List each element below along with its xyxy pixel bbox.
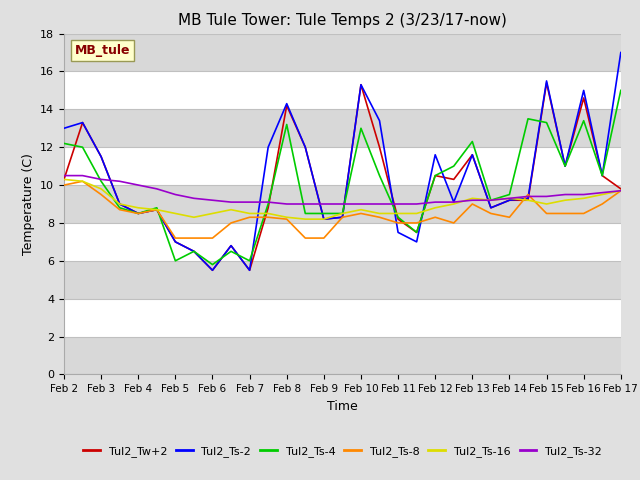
X-axis label: Time: Time [327, 400, 358, 413]
Text: MB_tule: MB_tule [75, 44, 131, 57]
Y-axis label: Temperature (C): Temperature (C) [22, 153, 35, 255]
Bar [64, 34, 621, 72]
Bar [64, 185, 621, 223]
Bar [64, 336, 621, 374]
Bar [64, 109, 621, 147]
Bar [64, 261, 621, 299]
Legend: Tul2_Tw+2, Tul2_Ts-2, Tul2_Ts-4, Tul2_Ts-8, Tul2_Ts-16, Tul2_Ts-32: Tul2_Tw+2, Tul2_Ts-2, Tul2_Ts-4, Tul2_Ts… [79, 441, 606, 461]
Title: MB Tule Tower: Tule Temps 2 (3/23/17-now): MB Tule Tower: Tule Temps 2 (3/23/17-now… [178, 13, 507, 28]
